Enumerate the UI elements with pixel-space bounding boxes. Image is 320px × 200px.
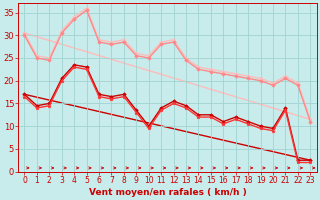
X-axis label: Vent moyen/en rafales ( km/h ): Vent moyen/en rafales ( km/h )	[89, 188, 246, 197]
